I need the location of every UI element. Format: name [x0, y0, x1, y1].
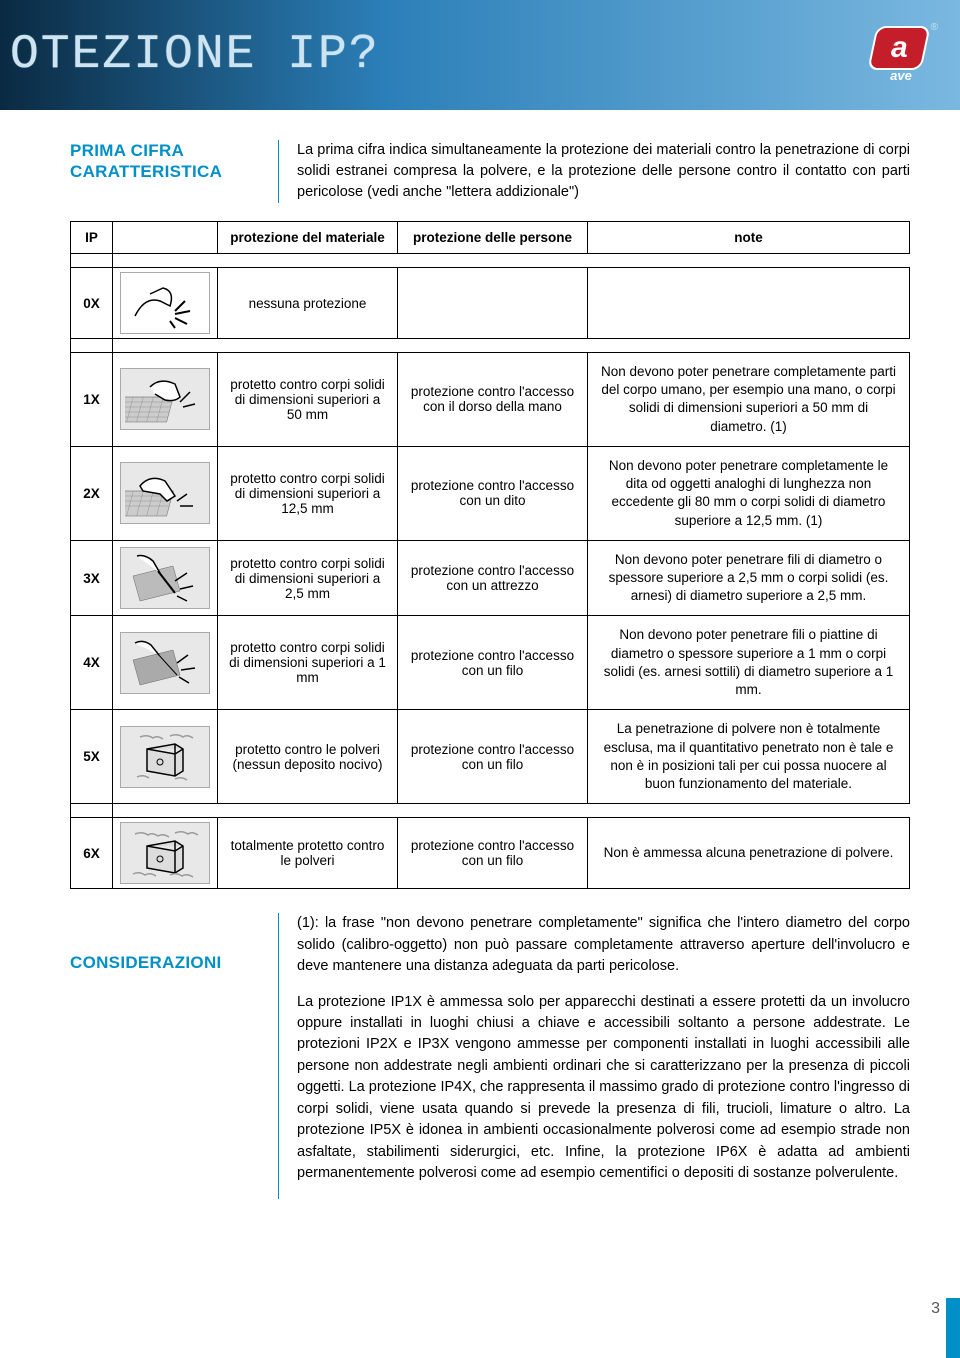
cell-icon: [113, 446, 218, 540]
brand-logo: ® a ave: [872, 26, 930, 84]
th-materiale: protezione del materiale: [218, 222, 398, 254]
cell-note: Non devono poter penetrare completamente…: [588, 353, 910, 447]
intro-text: La prima cifra indica simultaneamente la…: [297, 140, 910, 203]
wire-icon: [120, 632, 210, 694]
cell-ip: 3X: [71, 540, 113, 616]
logo-letter: a: [891, 31, 908, 65]
hand-back-icon: [120, 368, 210, 430]
cell-ip: 5X: [71, 710, 113, 804]
cell-materiale: nessuna protezione: [218, 268, 398, 339]
cell-icon: [113, 540, 218, 616]
th-note: note: [588, 222, 910, 254]
cell-persone: protezione contro l'accesso con un filo: [398, 616, 588, 710]
hand-spark-icon: [120, 272, 210, 334]
logo-text: ave: [872, 68, 930, 83]
cell-persone: [398, 268, 588, 339]
considerations-heading: CONSIDERAZIONI: [70, 953, 260, 973]
cell-note: Non è ammessa alcuna penetrazione di pol…: [588, 818, 910, 889]
cell-persone: protezione contro l'accesso con il dorso…: [398, 353, 588, 447]
cell-persone: protezione contro l'accesso con un filo: [398, 710, 588, 804]
cell-materiale: protetto contro corpi solidi di dimensio…: [218, 616, 398, 710]
cell-materiale: protetto contro corpi solidi di dimensio…: [218, 446, 398, 540]
considerations-para2: La protezione IP1X è ammessa solo per ap…: [297, 992, 910, 1185]
considerations-block: CONSIDERAZIONI (1): la frase "non devono…: [70, 913, 910, 1198]
intro-heading-line2: CARATTERISTICA: [70, 161, 260, 182]
th-ip: IP: [71, 222, 113, 254]
intro-block: PRIMA CIFRA CARATTERISTICA La prima cifr…: [70, 140, 910, 203]
cell-materiale: protetto contro le polveri (nessun depos…: [218, 710, 398, 804]
considerations-heading-block: CONSIDERAZIONI: [70, 913, 260, 973]
cell-ip: 6X: [71, 818, 113, 889]
table-row: 4X protetto contro corpi solidi di dimen…: [71, 616, 910, 710]
page-title: OTEZIONE IP?: [0, 28, 380, 82]
table-row: 0X nessuna protezione: [71, 268, 910, 339]
dust-total-icon: [120, 822, 210, 884]
logo-box: a: [867, 26, 930, 70]
cell-icon: [113, 710, 218, 804]
page-header: OTEZIONE IP? ® a ave: [0, 0, 960, 110]
finger-icon: [120, 462, 210, 524]
considerations-text: (1): la frase "non devono penetrare comp…: [297, 913, 910, 1198]
vertical-divider: [278, 140, 279, 203]
vertical-divider: [278, 913, 279, 1198]
intro-heading-block: PRIMA CIFRA CARATTERISTICA: [70, 140, 260, 183]
table-row: 2X protetto contro corpi solidi di dimen…: [71, 446, 910, 540]
tool-icon: [120, 547, 210, 609]
cell-persone: protezione contro l'accesso con un filo: [398, 818, 588, 889]
page-bar: [946, 1298, 960, 1358]
cell-note: [588, 268, 910, 339]
ip-protection-table: IP protezione del materiale protezione d…: [70, 221, 910, 889]
cell-icon: [113, 268, 218, 339]
cell-materiale: totalmente protetto contro le polveri: [218, 818, 398, 889]
table-row: 3X protetto contro corpi solidi di dimen…: [71, 540, 910, 616]
cell-materiale: protetto contro corpi solidi di dimensio…: [218, 353, 398, 447]
intro-heading-line1: PRIMA CIFRA: [70, 140, 260, 161]
table-row: 5X protetto contro le polveri (nessun de…: [71, 710, 910, 804]
dust-partial-icon: [120, 726, 210, 788]
page-number: 3: [931, 1300, 940, 1318]
considerations-para1: (1): la frase "non devono penetrare comp…: [297, 913, 910, 977]
th-persone: protezione delle persone: [398, 222, 588, 254]
cell-note: Non devono poter penetrare fili di diame…: [588, 540, 910, 616]
cell-note: Non devono poter penetrare completamente…: [588, 446, 910, 540]
cell-materiale: protetto contro corpi solidi di dimensio…: [218, 540, 398, 616]
cell-note: Non devono poter penetrare fili o piatti…: [588, 616, 910, 710]
cell-ip: 4X: [71, 616, 113, 710]
cell-persone: protezione contro l'accesso con un attre…: [398, 540, 588, 616]
cell-note: La penetrazione di polvere non è totalme…: [588, 710, 910, 804]
cell-icon: [113, 353, 218, 447]
cell-ip: 0X: [71, 268, 113, 339]
page-marker: 3: [931, 1298, 960, 1358]
main-content: PRIMA CIFRA CARATTERISTICA La prima cifr…: [0, 110, 960, 1199]
table-row: 1X protetto contro corpi solidi di dimen…: [71, 353, 910, 447]
cell-icon: [113, 818, 218, 889]
th-icon: [113, 222, 218, 254]
cell-persone: protezione contro l'accesso con un dito: [398, 446, 588, 540]
cell-ip: 2X: [71, 446, 113, 540]
cell-ip: 1X: [71, 353, 113, 447]
registered-mark: ®: [931, 22, 938, 33]
table-header-row: IP protezione del materiale protezione d…: [71, 222, 910, 254]
table-row: 6X totalmente protetto contro le polveri…: [71, 818, 910, 889]
cell-icon: [113, 616, 218, 710]
